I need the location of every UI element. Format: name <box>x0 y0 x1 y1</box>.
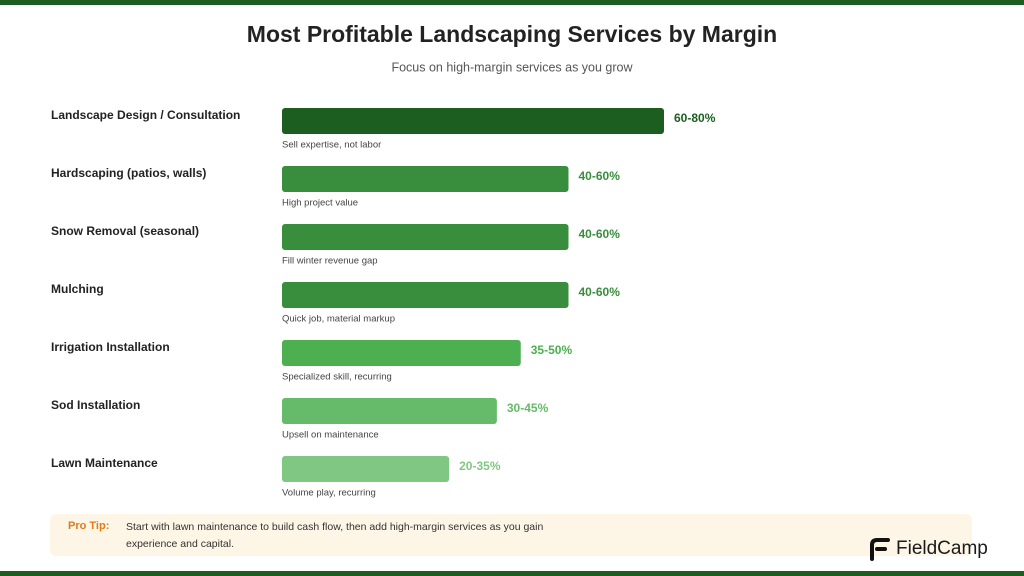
bar-note: Sell expertise, not labor <box>282 140 381 151</box>
value-label: 60-80% <box>674 111 716 125</box>
value-label: 40-60% <box>579 285 621 299</box>
value-label: 35-50% <box>531 343 573 357</box>
pro-tip-text: Start with lawn maintenance to build cas… <box>126 521 544 550</box>
category-label: Lawn Maintenance <box>51 456 158 470</box>
pro-tip-label: Pro Tip: <box>68 520 110 532</box>
top-border <box>0 0 1024 5</box>
value-label: 40-60% <box>579 227 621 241</box>
category-label: Irrigation Installation <box>51 340 170 354</box>
category-label: Mulching <box>51 282 104 296</box>
bar <box>282 224 569 250</box>
bar <box>282 166 569 192</box>
bar-note: Fill winter revenue gap <box>282 256 378 267</box>
value-label: 20-35% <box>459 459 501 473</box>
brand-name: FieldCamp <box>896 538 988 559</box>
chart-title: Most Profitable Landscaping Services by … <box>247 21 777 47</box>
bar <box>282 340 521 366</box>
category-label: Landscape Design / Consultation <box>51 108 240 122</box>
bar-note: Quick job, material markup <box>282 314 395 325</box>
bar <box>282 456 450 482</box>
brand-icon <box>870 538 890 561</box>
bottom-border <box>0 571 1024 576</box>
pro-tip-box: Pro Tip: Start with lawn maintenance to … <box>50 514 972 556</box>
bar <box>282 398 497 424</box>
bar-note: Specialized skill, recurring <box>282 372 392 383</box>
chart-subtitle: Focus on high-margin services as you gro… <box>391 60 633 74</box>
value-label: 40-60% <box>579 169 621 183</box>
bar-note: Volume play, recurring <box>282 488 376 499</box>
category-label: Hardscaping (patios, walls) <box>51 166 206 180</box>
bar <box>282 108 664 134</box>
value-label: 30-45% <box>507 401 549 415</box>
category-label: Snow Removal (seasonal) <box>51 224 199 238</box>
bar-note: High project value <box>282 198 358 209</box>
bar-note: Upsell on maintenance <box>282 430 379 441</box>
bar <box>282 282 569 308</box>
brand-logo: FieldCamp <box>868 536 988 562</box>
category-label: Sod Installation <box>51 398 140 412</box>
